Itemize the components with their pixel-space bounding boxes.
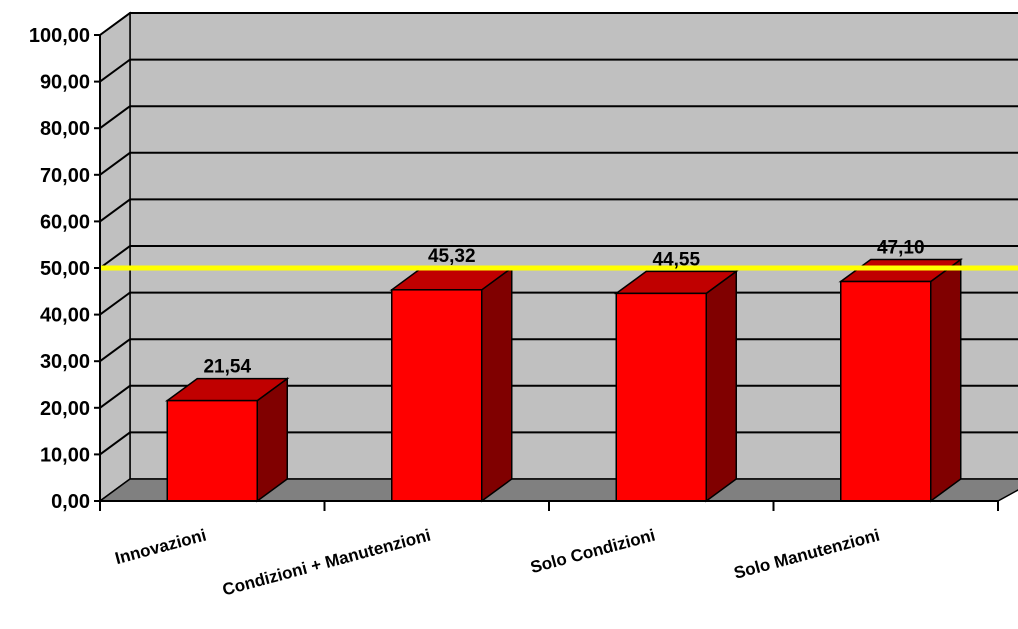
bar xyxy=(166,399,258,502)
y-tick-label: 50,00 xyxy=(40,258,90,280)
y-tick-label: 40,00 xyxy=(40,305,90,327)
data-labels: 21,54 45,32 44,55 47,10 xyxy=(203,238,924,378)
y-tick-label: 100,00 xyxy=(29,25,90,47)
data-label: 44,55 xyxy=(652,249,700,270)
bar xyxy=(840,280,932,502)
y-tick-label: 90,00 xyxy=(40,72,90,94)
bar-side xyxy=(930,258,962,503)
y-tick-label: 10,00 xyxy=(40,444,90,466)
x-category-label: Condizioni + Manutenzioni xyxy=(220,526,432,600)
axes xyxy=(94,34,999,511)
y-tick-label: 0,00 xyxy=(51,491,90,513)
y-tick-label: 60,00 xyxy=(40,211,90,233)
gridline xyxy=(99,58,1018,83)
bar-side xyxy=(705,269,737,503)
y-tick-label: 70,00 xyxy=(40,165,90,187)
bar xyxy=(615,292,707,502)
bar xyxy=(391,289,483,502)
gridline xyxy=(99,151,1018,176)
gridline xyxy=(99,198,1018,223)
gridline xyxy=(99,12,1018,36)
gridline xyxy=(99,245,1018,269)
x-category-label: Solo Condizioni xyxy=(528,526,657,578)
y-tick-labels: 0,00 10,00 20,00 30,00 40,00 50,00 60,00 70,00 8… xyxy=(29,25,90,513)
gridline xyxy=(99,105,1018,130)
y-tick-label: 80,00 xyxy=(40,118,90,140)
data-label: 45,32 xyxy=(428,246,476,267)
x-category-label: Solo Manutenzioni xyxy=(732,526,882,583)
data-label: 21,54 xyxy=(203,357,251,378)
bars xyxy=(164,258,964,503)
bar-side xyxy=(481,266,513,503)
data-label: 47,10 xyxy=(877,238,925,259)
x-category-label: Innovazioni xyxy=(113,526,208,569)
x-category-labels: Innovazioni Condizioni + Manutenzioni Solo… xyxy=(113,526,882,600)
y-tick-label: 20,00 xyxy=(40,398,90,420)
y-tick-label: 30,00 xyxy=(40,351,90,373)
